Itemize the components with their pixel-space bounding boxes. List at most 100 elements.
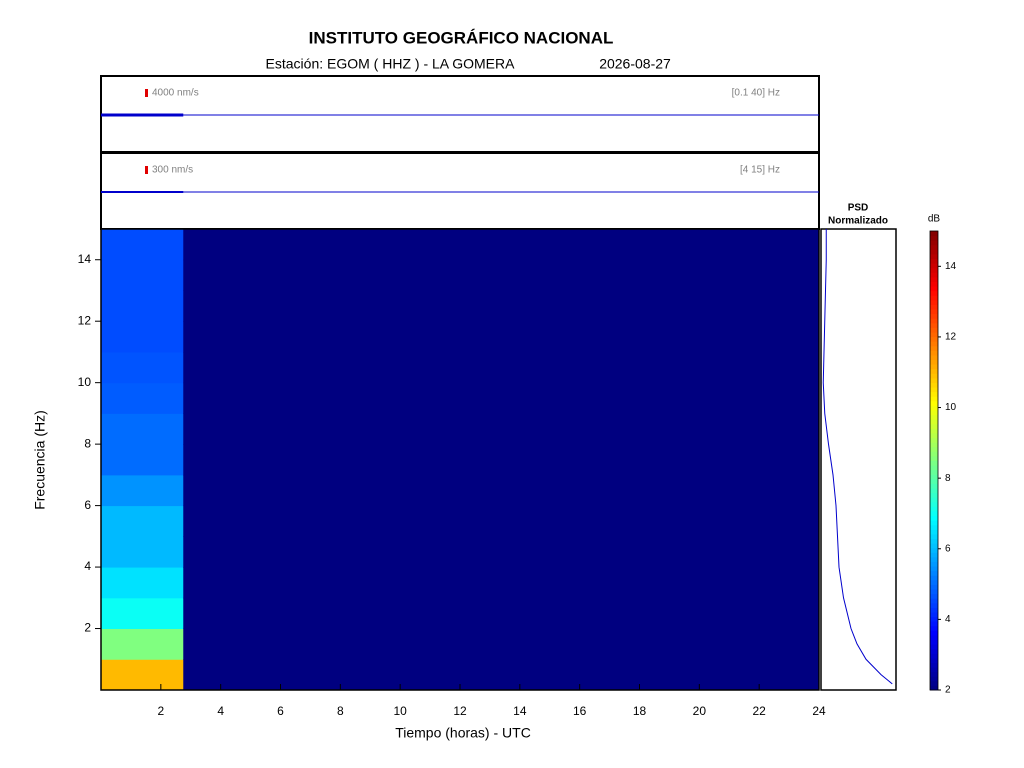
- colorbar-step: [930, 235, 938, 241]
- colorbar-frame: [929, 230, 939, 691]
- heatmap-cell: [101, 351, 184, 384]
- heatmap-cell: [101, 536, 184, 568]
- heatmap-cell: [183, 474, 820, 507]
- colorbar-step: [930, 662, 938, 668]
- colorbar-step: [930, 515, 938, 521]
- colorbar-step: [930, 377, 938, 383]
- heatmap-cell: [101, 259, 184, 291]
- x-tick-label: 20: [693, 704, 707, 718]
- colorbar-step: [930, 281, 938, 287]
- colorbar-step: [930, 451, 938, 457]
- subtitle: Estación: EGOM ( HHZ ) - LA GOMERA: [266, 56, 516, 72]
- colorbar-step: [930, 543, 938, 549]
- colorbar-step: [930, 616, 938, 622]
- date: 2026-08-27: [599, 56, 671, 72]
- heatmap-cell: [183, 536, 820, 568]
- heatmap-cell: [101, 597, 184, 630]
- heatmap-cell: [101, 290, 184, 322]
- heatmap-cell: [183, 259, 820, 291]
- colorbar-step: [930, 231, 938, 237]
- colorbar-step: [930, 469, 938, 475]
- colorbar-step: [930, 258, 938, 264]
- colorbar-step: [930, 428, 938, 434]
- colorbar-step: [930, 566, 938, 572]
- heatmap-cell: [101, 505, 184, 537]
- x-tick-label: 22: [752, 704, 766, 718]
- colorbar-step: [930, 423, 938, 429]
- colorbar-step: [930, 579, 938, 585]
- colorbar-step: [930, 364, 938, 370]
- colorbar-step: [930, 478, 938, 484]
- colorbar-tick-label: 12: [945, 332, 957, 343]
- x-tick-label: 24: [812, 704, 826, 718]
- colorbar-step: [930, 593, 938, 599]
- colorbar-step: [930, 589, 938, 595]
- colorbar-step: [930, 501, 938, 507]
- heatmap-cell: [183, 505, 820, 537]
- heatmap-cell: [101, 321, 184, 353]
- colorbar-step: [930, 272, 938, 278]
- colorbar-step: [930, 410, 938, 416]
- colorbar-step: [930, 354, 938, 361]
- colorbar-step: [930, 309, 938, 315]
- heatmap-cell: [101, 444, 184, 476]
- colorbar-step: [930, 492, 938, 498]
- heatmap-cell: [101, 382, 184, 414]
- colorbar-step: [930, 639, 938, 645]
- colorbar-step: [930, 460, 938, 466]
- colorbar-tick-label: 8: [945, 473, 951, 484]
- colorbar-tick-label: 6: [945, 543, 951, 554]
- colorbar-step: [930, 318, 938, 324]
- colorbar-step: [930, 387, 938, 393]
- colorbar-step: [930, 483, 938, 489]
- colorbar-step: [930, 648, 938, 654]
- x-tick-label: 12: [453, 704, 467, 718]
- heatmap-cell: [183, 290, 820, 322]
- x-tick-label: 10: [393, 704, 407, 718]
- heatmap-cell: [183, 351, 820, 384]
- colorbar-step: [930, 249, 938, 255]
- colorbar-tick-label: 4: [945, 614, 951, 625]
- colorbar-step: [930, 391, 938, 397]
- colorbar-tick-label: 10: [945, 402, 957, 413]
- colorbar-step: [930, 263, 938, 269]
- colorbar-step: [930, 667, 938, 673]
- colorbar-step: [930, 253, 938, 260]
- colorbar-step: [930, 488, 938, 494]
- y-tick-label: 10: [78, 375, 92, 389]
- colorbar-step: [930, 405, 938, 411]
- heatmap-cell: [101, 474, 184, 507]
- heatmap-cell: [101, 413, 184, 445]
- colorbar-step: [930, 400, 938, 406]
- heatmap-cell: [101, 659, 184, 691]
- colorbar-step: [930, 341, 938, 347]
- band-label: [0.1 40] Hz: [732, 88, 780, 99]
- colorbar-step: [930, 598, 938, 604]
- colorbar-step: [930, 396, 938, 402]
- colorbar-step: [930, 267, 938, 273]
- y-tick-label: 2: [84, 621, 91, 635]
- heatmap-cell: [101, 567, 184, 599]
- band-label: [4 15] Hz: [740, 165, 780, 176]
- colorbar-step: [930, 538, 938, 544]
- colorbar-step: [930, 634, 938, 641]
- colorbar-step: [930, 313, 938, 319]
- y-tick-label: 6: [84, 498, 91, 512]
- trace-panel: [100, 152, 820, 230]
- psd-title: PSD: [848, 203, 869, 214]
- colorbar-step: [930, 676, 938, 682]
- colorbar-step: [930, 520, 938, 526]
- colorbar-step: [930, 524, 938, 530]
- colorbar-step: [930, 630, 938, 636]
- colorbar-step: [930, 345, 938, 351]
- x-tick-label: 18: [633, 704, 647, 718]
- psd-line: [822, 229, 893, 685]
- heatmap-cell: [183, 382, 820, 414]
- colorbar-step: [930, 331, 938, 338]
- x-tick-label: 6: [277, 704, 284, 718]
- colorbar-step: [930, 529, 938, 535]
- colorbar-step: [930, 680, 938, 686]
- x-tick-label: 14: [513, 704, 527, 718]
- heatmap-cell: [183, 229, 820, 261]
